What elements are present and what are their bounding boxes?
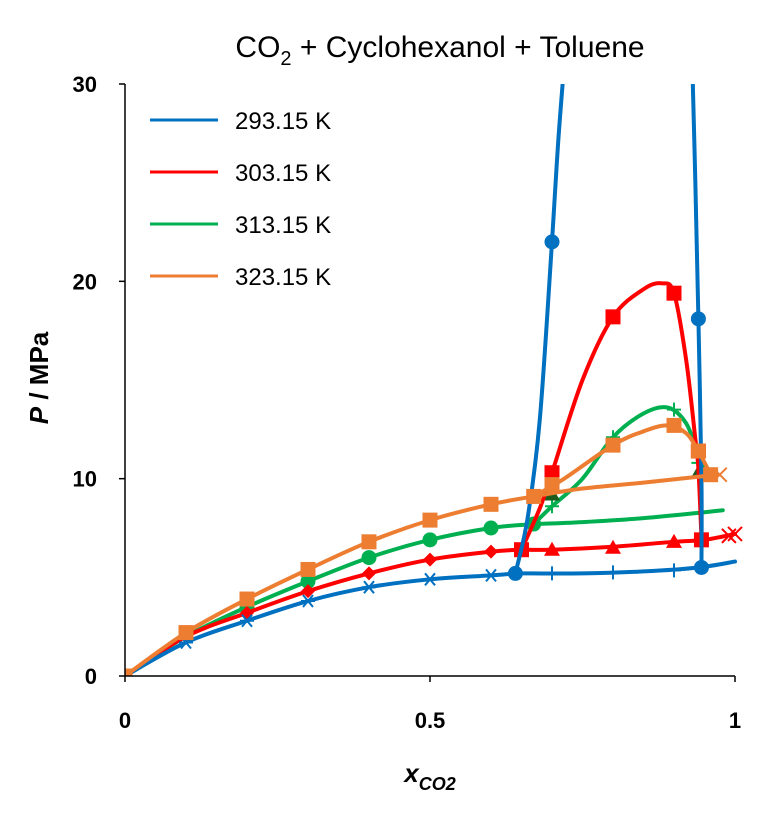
series-31315-bubble-point: [300, 573, 316, 589]
series-29315-critical-point: [693, 559, 709, 575]
series-29315-critical-point: [544, 234, 560, 250]
y-axis-label: P / MPa: [24, 331, 54, 424]
series-29315-bubble-point: [301, 594, 315, 608]
series-29315-bubble-point: [240, 614, 254, 628]
series-31315-loop-point: [545, 499, 559, 514]
series-30315-bubble-point: [484, 544, 498, 559]
legend-label: 303.15 K: [235, 160, 331, 187]
legend-label: 313.15 K: [235, 212, 331, 239]
legend-label: 323.15 K: [235, 264, 331, 291]
series-32315-bubble-point: [666, 417, 682, 433]
series-32315-bubble-point: [703, 467, 719, 483]
series-32315-bubble-point: [300, 561, 316, 577]
y-tick-label: 20: [73, 269, 97, 294]
series-30315-loop-point: [544, 465, 560, 481]
series-29315-critical-point: [507, 565, 523, 581]
series-31315-bubble-point: [422, 532, 438, 548]
series-29315-bubble-point: [484, 568, 498, 583]
series-32315-bubble-point: [125, 668, 133, 676]
x-tick-label: 0.5: [415, 708, 446, 733]
series-32315-bubble-point: [361, 534, 377, 550]
series-32315-bubble-point: [483, 496, 499, 512]
series-29315-critical-line: [513, 84, 565, 576]
series-32315-bubble-point: [422, 512, 438, 528]
series-29315-critical-point: [690, 311, 706, 327]
series-31315-dew-line: [531, 508, 725, 527]
series-32315-bubble-point: [605, 437, 621, 453]
series-32315-end-point: [712, 467, 728, 483]
x-tick-label: 1: [729, 708, 741, 733]
series-30315-bubble-line: [125, 547, 524, 676]
y-tick-label: 30: [73, 72, 97, 97]
series-32315-bubble-point: [690, 443, 706, 459]
series-32315-bubble-point: [544, 477, 560, 493]
series-29315-bubble-point: [423, 572, 437, 586]
series-layer: [125, 84, 743, 676]
x-axis-label: xCO2: [402, 758, 455, 794]
series-29315-bubble-point: [362, 580, 376, 594]
legend-label: 293.15 K: [235, 108, 331, 135]
series-30315-bubble-point: [423, 552, 437, 567]
x-tick-label: 0: [119, 708, 131, 733]
series-32315-bubble-line: [125, 472, 719, 676]
series-30315-bubble-point: [301, 584, 315, 599]
series-31315-bubble-point: [483, 520, 499, 536]
legend: 293.15 K 303.15 K 313.15 K 323.15 K: [150, 108, 331, 291]
ticks-layer: 0 10 20 30 0 0.5 1: [73, 72, 742, 733]
series-30315-dew-point: [605, 539, 621, 554]
series-29315-dew-point: [606, 565, 620, 580]
series-29315-dew-point: [667, 563, 681, 578]
series-31315-bubble-point: [361, 550, 377, 566]
series-30315-dew-point: [666, 533, 682, 548]
chart-title: CO2 + Cyclohexanol + Toluene: [235, 31, 644, 70]
series-32315-bubble-point: [526, 488, 542, 504]
y-tick-label: 10: [73, 467, 97, 492]
series-30315-end-point: [727, 526, 743, 542]
series-30315-bubble-point: [362, 566, 376, 581]
series-29315-dew-point: [545, 566, 559, 581]
series-30315-loop-point: [666, 285, 682, 301]
series-30315-dew-point: [544, 541, 560, 556]
series-32315-bubble-point: [239, 591, 255, 607]
plot-area: [125, 84, 743, 676]
series-31315-loop-point: [667, 402, 681, 417]
y-tick-label: 0: [85, 664, 97, 689]
series-31315-bubble-line: [125, 522, 536, 676]
series-32315-bubble-point: [178, 625, 194, 641]
series-30315-loop-point: [605, 309, 621, 325]
